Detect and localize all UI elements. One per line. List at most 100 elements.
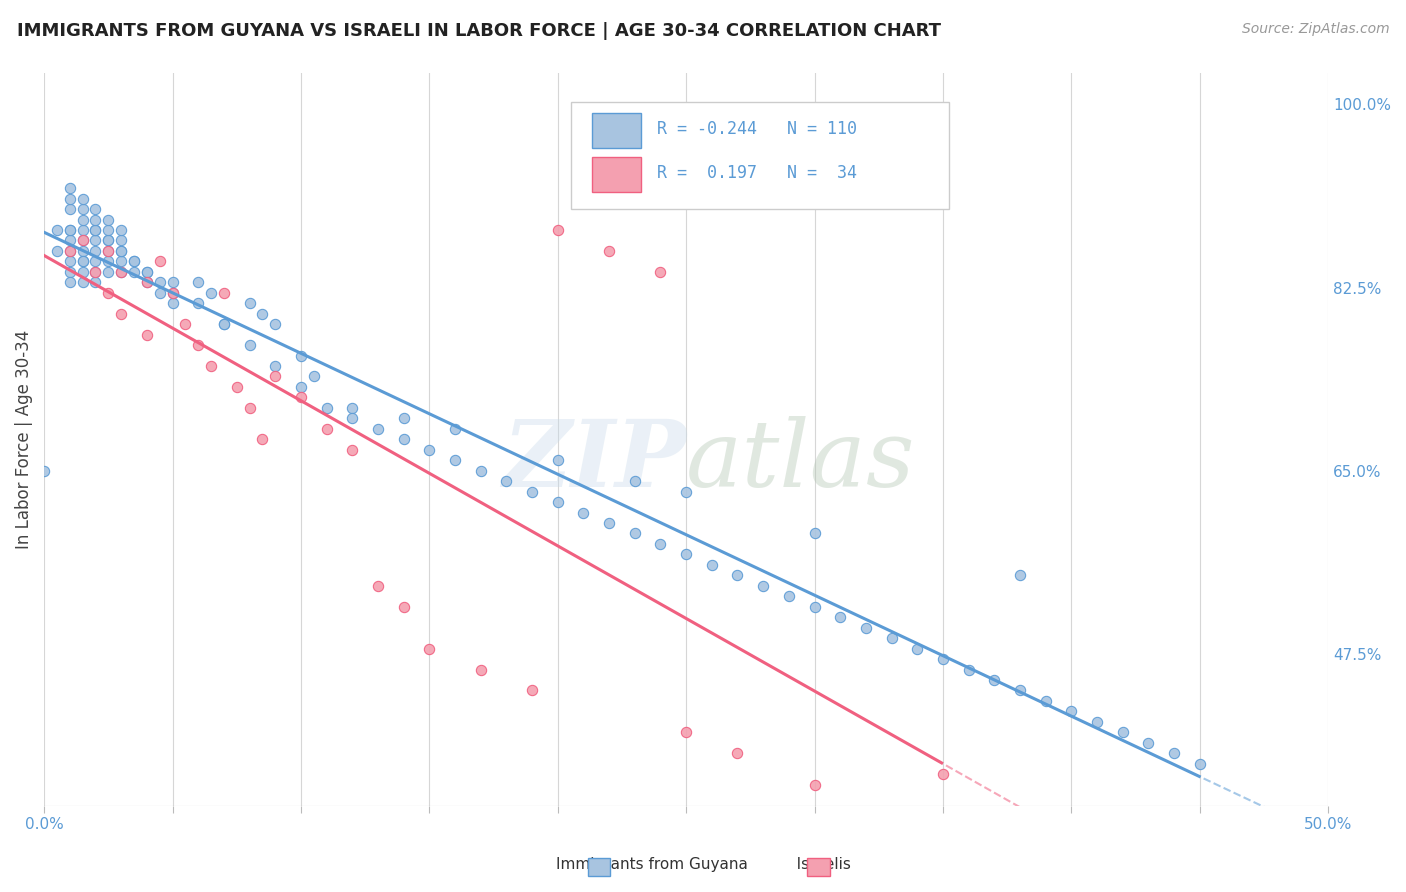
Point: [97, 234, 120, 248]
Point: [1163, 746, 1185, 760]
Point: [803, 778, 825, 792]
Point: [520, 484, 543, 499]
Point: [110, 244, 132, 258]
Point: [547, 495, 569, 509]
Point: [675, 484, 697, 499]
Text: R = -0.244   N = 110: R = -0.244 N = 110: [657, 120, 856, 138]
Point: [290, 380, 312, 394]
Point: [342, 401, 364, 415]
Point: [110, 223, 132, 237]
Point: [135, 265, 157, 279]
FancyBboxPatch shape: [571, 103, 949, 209]
Point: [803, 599, 825, 614]
Point: [264, 369, 287, 384]
Point: [84, 234, 107, 248]
Point: [1137, 736, 1160, 750]
Point: [1188, 756, 1211, 771]
Point: [252, 307, 274, 321]
Point: [122, 254, 145, 268]
Point: [135, 265, 157, 279]
Point: [110, 265, 132, 279]
Point: [84, 265, 107, 279]
Point: [418, 641, 440, 656]
Point: [174, 317, 197, 331]
Point: [72, 192, 94, 206]
Point: [1085, 714, 1108, 729]
Point: [59, 223, 82, 237]
Point: [162, 285, 184, 300]
Point: [122, 254, 145, 268]
Point: [149, 275, 172, 289]
Point: [932, 767, 955, 781]
Point: [97, 285, 120, 300]
Point: [778, 589, 800, 603]
Point: [72, 212, 94, 227]
Point: [46, 244, 69, 258]
Point: [135, 327, 157, 342]
Point: [650, 537, 672, 551]
Point: [187, 275, 209, 289]
Point: [59, 223, 82, 237]
Point: [315, 401, 337, 415]
Point: [650, 265, 672, 279]
Point: [135, 275, 157, 289]
Point: [418, 442, 440, 457]
Point: [238, 401, 260, 415]
Point: [598, 516, 620, 530]
Point: [59, 244, 82, 258]
Point: [72, 223, 94, 237]
Point: [187, 338, 209, 352]
Point: [830, 610, 852, 624]
Point: [84, 212, 107, 227]
Point: [803, 526, 825, 541]
Y-axis label: In Labor Force | Age 30-34: In Labor Force | Age 30-34: [15, 330, 32, 549]
Point: [97, 254, 120, 268]
Point: [97, 244, 120, 258]
Point: [84, 254, 107, 268]
Point: [905, 641, 928, 656]
Point: [110, 254, 132, 268]
Point: [700, 558, 723, 572]
Point: [162, 296, 184, 310]
Point: [957, 663, 980, 677]
Point: [32, 464, 55, 478]
Point: [97, 244, 120, 258]
Point: [46, 223, 69, 237]
Text: Immigrants from Guyana          Israelis: Immigrants from Guyana Israelis: [555, 857, 851, 872]
Point: [302, 369, 325, 384]
Text: ZIP: ZIP: [502, 417, 686, 507]
Point: [880, 631, 903, 645]
Point: [72, 265, 94, 279]
Point: [59, 192, 82, 206]
Point: [72, 244, 94, 258]
Point: [187, 296, 209, 310]
Text: Source: ZipAtlas.com: Source: ZipAtlas.com: [1241, 22, 1389, 37]
Point: [238, 338, 260, 352]
Text: R =  0.197   N =  34: R = 0.197 N = 34: [657, 164, 856, 182]
Point: [547, 223, 569, 237]
Point: [547, 453, 569, 467]
Bar: [592, 113, 641, 148]
Point: [392, 599, 415, 614]
Point: [59, 234, 82, 248]
Point: [72, 254, 94, 268]
Point: [97, 234, 120, 248]
Point: [572, 506, 595, 520]
Point: [392, 411, 415, 425]
Point: [110, 265, 132, 279]
Point: [290, 349, 312, 363]
Point: [1112, 725, 1135, 739]
Point: [59, 181, 82, 195]
Point: [84, 202, 107, 216]
Point: [84, 223, 107, 237]
Point: [520, 683, 543, 698]
Point: [110, 307, 132, 321]
Point: [752, 579, 775, 593]
Bar: [592, 157, 641, 193]
Point: [444, 422, 467, 436]
Point: [290, 391, 312, 405]
Point: [97, 265, 120, 279]
Point: [84, 244, 107, 258]
Point: [72, 234, 94, 248]
Point: [59, 254, 82, 268]
